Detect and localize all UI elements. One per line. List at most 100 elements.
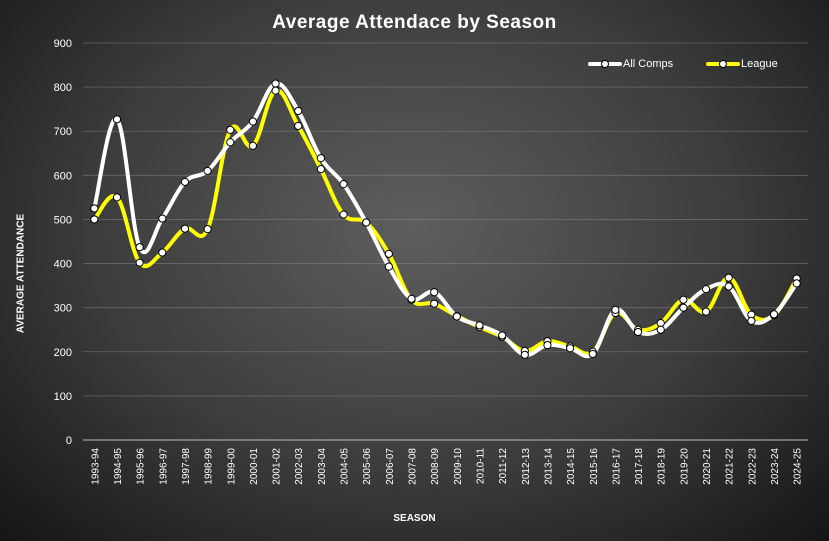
x-axis-label: SEASON bbox=[393, 513, 436, 524]
y-tick-label: 0 bbox=[66, 435, 72, 447]
x-tick-label: 2009-10 bbox=[453, 448, 464, 485]
data-point-all-comps bbox=[384, 262, 393, 271]
data-point-all-comps bbox=[158, 214, 167, 223]
x-tick-label: 2018-19 bbox=[657, 448, 668, 485]
x-tick-label: 2002-03 bbox=[294, 448, 305, 485]
legend-label-league: League bbox=[741, 58, 778, 70]
x-tick-label: 2001-02 bbox=[272, 448, 283, 485]
x-tick-label: 1995-96 bbox=[136, 448, 147, 485]
x-tick-label: 2008-09 bbox=[430, 448, 441, 485]
data-point-league bbox=[248, 141, 258, 150]
data-point-all-comps bbox=[701, 285, 711, 294]
data-point-all-comps bbox=[316, 154, 325, 163]
data-point-all-comps bbox=[792, 279, 801, 288]
x-tick-label: 2021-22 bbox=[725, 448, 736, 485]
y-tick-label: 400 bbox=[54, 259, 72, 271]
data-point-all-comps bbox=[566, 344, 575, 353]
legend-swatch-all-comps bbox=[588, 58, 622, 70]
x-tick-label: 2007-08 bbox=[408, 448, 419, 485]
data-point-league bbox=[679, 295, 688, 304]
data-point-all-comps bbox=[362, 218, 371, 227]
x-tick-label: 2011-12 bbox=[498, 448, 509, 484]
legend-swatch-league bbox=[706, 58, 740, 70]
data-point-all-comps bbox=[271, 79, 280, 88]
data-point-league bbox=[701, 307, 711, 316]
x-tick-label: 1999-00 bbox=[226, 448, 237, 485]
data-point-all-comps bbox=[430, 288, 439, 297]
data-point-all-comps bbox=[588, 349, 597, 359]
data-point-all-comps bbox=[226, 138, 235, 147]
data-point-league bbox=[294, 121, 303, 131]
legend-label-all-comps: All Comps bbox=[623, 58, 674, 70]
data-point-all-comps bbox=[633, 327, 643, 337]
x-tick-label: 2000-01 bbox=[249, 448, 260, 485]
y-axis-label: AVERAGE ATTENDANCE bbox=[15, 213, 27, 334]
data-point-all-comps bbox=[203, 166, 212, 176]
data-point-league bbox=[724, 273, 733, 282]
data-point-all-comps bbox=[769, 310, 779, 319]
data-point-league bbox=[339, 210, 348, 219]
x-tick-label: 2019-20 bbox=[679, 448, 690, 485]
series-line-league bbox=[92, 88, 799, 356]
x-tick-label: 2005-06 bbox=[362, 448, 373, 485]
data-point-league bbox=[135, 258, 144, 267]
legend-item-all-comps: All Comps bbox=[588, 58, 673, 70]
x-tick-label: 2015-16 bbox=[589, 448, 600, 485]
data-point-all-comps bbox=[112, 115, 122, 124]
data-point-all-comps bbox=[498, 331, 507, 340]
y-tick-label: 200 bbox=[54, 347, 72, 359]
data-point-league bbox=[316, 165, 325, 174]
data-point-all-comps bbox=[339, 180, 348, 189]
y-tick-label: 800 bbox=[54, 82, 72, 94]
x-tick-label: 2014-15 bbox=[566, 448, 577, 485]
x-tick-label: 2016-17 bbox=[611, 448, 622, 485]
data-point-all-comps bbox=[656, 325, 665, 334]
x-tick-label: 2004-05 bbox=[340, 448, 351, 485]
data-point-league bbox=[384, 249, 393, 258]
data-point-all-comps bbox=[611, 305, 620, 314]
x-tick-label: 2024-25 bbox=[793, 448, 804, 485]
data-point-all-comps bbox=[520, 350, 529, 359]
data-point-all-comps bbox=[679, 303, 688, 312]
data-point-all-comps bbox=[90, 204, 99, 213]
x-tick-label: 1998-99 bbox=[204, 448, 215, 485]
data-point-all-comps bbox=[452, 312, 461, 321]
y-tick-label: 500 bbox=[54, 214, 72, 226]
data-point-league bbox=[112, 193, 122, 202]
y-tick-label: 300 bbox=[54, 303, 72, 315]
data-point-league bbox=[180, 224, 190, 233]
data-point-league bbox=[203, 225, 212, 234]
x-tick-label: 2017-18 bbox=[634, 448, 645, 485]
data-point-all-comps bbox=[475, 321, 484, 330]
x-tick-label: 2006-07 bbox=[385, 448, 396, 485]
x-tick-label: 1997-98 bbox=[181, 448, 192, 485]
x-tick-label: 1993-94 bbox=[90, 448, 101, 485]
data-point-all-comps bbox=[407, 294, 416, 303]
x-tick-label: 2023-24 bbox=[770, 448, 781, 485]
data-point-league bbox=[90, 215, 99, 224]
data-point-all-comps bbox=[724, 282, 733, 291]
x-tick-label: 2022-23 bbox=[747, 448, 758, 485]
data-point-league bbox=[158, 248, 167, 257]
x-tick-label: 1994-95 bbox=[113, 448, 124, 485]
y-tick-label: 700 bbox=[54, 126, 72, 138]
data-point-all-comps bbox=[543, 341, 552, 350]
y-tick-label: 100 bbox=[54, 391, 72, 403]
data-point-all-comps bbox=[135, 243, 144, 252]
y-tick-label: 900 bbox=[54, 38, 72, 50]
x-tick-label: 2020-21 bbox=[702, 448, 713, 485]
x-tick-label: 2013-14 bbox=[543, 448, 554, 485]
chart-title: Average Attendace by Season bbox=[272, 12, 557, 33]
x-tick-label: 2003-04 bbox=[317, 448, 328, 485]
legend-item-league: League bbox=[706, 58, 778, 70]
data-point-all-comps bbox=[180, 177, 190, 187]
data-point-league bbox=[271, 86, 280, 95]
y-tick-label: 600 bbox=[54, 170, 72, 182]
data-point-all-comps bbox=[747, 316, 756, 325]
x-tick-label: 2010-11 bbox=[475, 448, 486, 484]
data-point-all-comps bbox=[294, 106, 303, 116]
x-tick-label: 2012-13 bbox=[521, 448, 532, 485]
data-point-all-comps bbox=[248, 117, 258, 126]
